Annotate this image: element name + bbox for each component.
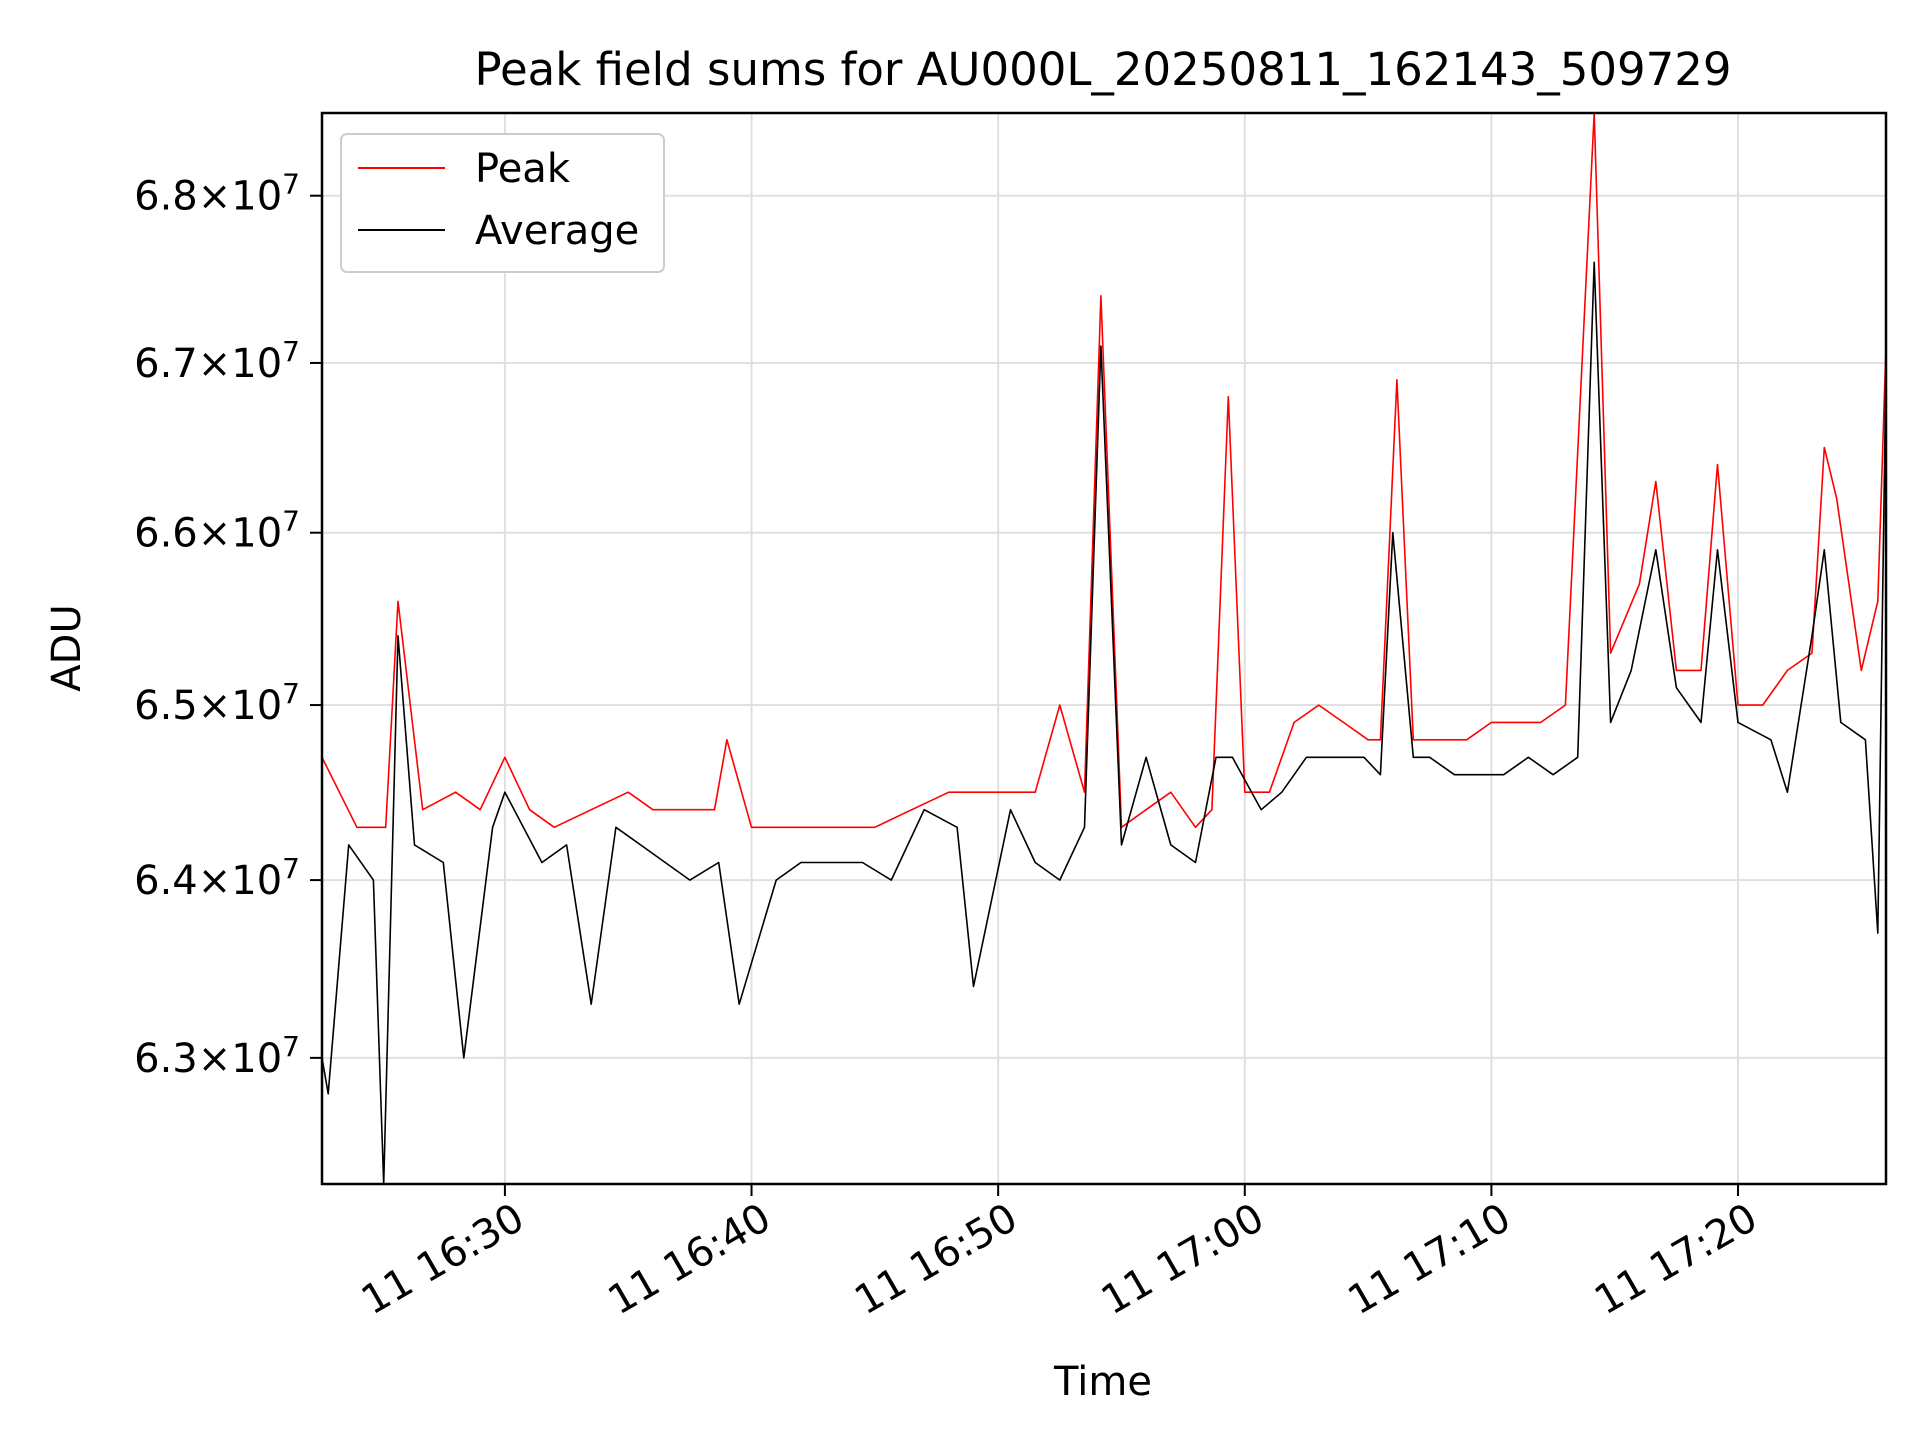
y-tick-label: 6.4×107 bbox=[134, 852, 300, 904]
y-tick-label: 6.8×107 bbox=[134, 168, 300, 220]
y-tick-label: 6.3×107 bbox=[134, 1030, 300, 1082]
legend-label-peak: Peak bbox=[475, 146, 571, 192]
y-tick-label: 6.5×107 bbox=[134, 677, 300, 729]
y-tick-label: 6.7×107 bbox=[134, 335, 300, 387]
plot-area-frame bbox=[320, 111, 1888, 1186]
series-line-average bbox=[321, 261, 1887, 1185]
legend-label-average: Average bbox=[475, 208, 639, 254]
series-line-peak bbox=[321, 112, 1887, 829]
y-axis-ticks: 6.3×107 6.4×107 6.5×107 6.6×107 6.7×107 6.8×1… bbox=[134, 168, 322, 1082]
x-axis-label: Time bbox=[1053, 1359, 1152, 1405]
y-tick-label: 6.6×107 bbox=[134, 505, 300, 557]
chart-title: Peak field sums for AU000L_20250811_1621… bbox=[474, 43, 1731, 96]
series-layer bbox=[321, 112, 1887, 1185]
legend: Peak Average bbox=[340, 133, 665, 273]
y-axis-label: ADU bbox=[44, 604, 90, 691]
